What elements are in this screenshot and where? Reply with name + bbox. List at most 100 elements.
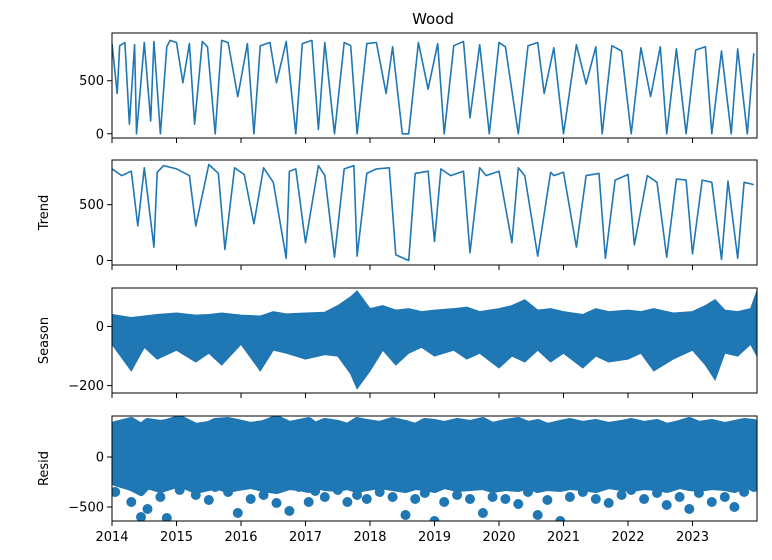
x-tick-label: 2016 — [224, 530, 257, 545]
resid-point — [739, 487, 750, 497]
resid-point — [258, 490, 269, 500]
season-y-label: Season — [37, 317, 52, 364]
resid-point — [577, 487, 588, 497]
resid-point — [310, 486, 321, 496]
resid-point — [693, 488, 704, 498]
resid-point — [112, 487, 121, 497]
x-tick-label: 2018 — [353, 530, 386, 545]
resid-point — [400, 510, 411, 520]
trend-line — [112, 163, 754, 262]
resid-point — [652, 488, 662, 498]
y-tick-label: 500 — [79, 198, 104, 213]
resid-point — [342, 497, 353, 507]
y-tick-label: −200 — [68, 379, 104, 394]
x-tick-label: 2017 — [289, 530, 322, 545]
resid-point — [142, 504, 153, 514]
resid-point — [155, 492, 166, 502]
resid-point — [410, 494, 421, 504]
resid-point — [564, 492, 575, 502]
resid-point — [684, 504, 695, 514]
x-tick-label: 2022 — [611, 530, 644, 545]
trend-y-ticks: 0 500 — [79, 198, 112, 269]
resid-point — [332, 485, 343, 495]
resid-point — [487, 492, 498, 502]
trend-y-label: Trend — [37, 195, 52, 232]
resid-y-ticks: −500 0 — [68, 451, 112, 516]
season-y-ticks: −200 0 — [68, 320, 112, 394]
resid-point — [532, 510, 543, 520]
resid-dense-cloud — [112, 416, 757, 496]
observed-y-ticks: 0 500 — [79, 74, 112, 142]
resid-point — [210, 482, 221, 492]
resid-point — [626, 485, 637, 495]
season-band — [112, 290, 757, 390]
resid-point — [748, 482, 757, 492]
resid-point — [590, 494, 601, 504]
resid-point — [719, 492, 730, 502]
resid-point — [419, 488, 430, 498]
resid-point — [190, 490, 201, 500]
resid-point — [661, 500, 672, 510]
resid-point — [245, 494, 256, 504]
resid-point — [374, 487, 385, 497]
y-tick-label: 0 — [96, 127, 104, 142]
resid-point — [542, 495, 553, 505]
resid-point — [706, 497, 717, 507]
resid-point — [729, 502, 740, 512]
panel-season: −200 0 Season — [37, 287, 758, 398]
y-tick-label: 0 — [96, 254, 104, 269]
resid-point — [361, 494, 372, 504]
resid-point — [387, 492, 398, 502]
resid-point — [203, 495, 214, 505]
resid-point — [465, 494, 475, 504]
resid-point — [500, 494, 511, 504]
resid-point — [616, 490, 627, 500]
season-x-ticks — [111, 393, 693, 398]
x-tick-label: 2014 — [95, 530, 128, 545]
resid-point — [319, 492, 330, 502]
observed-x-ticks — [111, 138, 693, 143]
resid-point — [439, 497, 450, 507]
resid-point — [513, 499, 524, 509]
x-tick-label: 2021 — [547, 530, 580, 545]
resid-point — [639, 494, 650, 504]
resid-point — [136, 512, 146, 521]
resid-y-label: Resid — [37, 451, 52, 486]
x-tick-label: 2023 — [676, 530, 709, 545]
y-tick-label: 500 — [79, 74, 104, 89]
resid-point — [477, 508, 488, 518]
y-tick-label: −500 — [68, 501, 104, 516]
y-tick-label: 0 — [96, 451, 104, 466]
resid-point — [126, 497, 137, 507]
resid-point — [603, 498, 614, 508]
resid-point — [271, 498, 282, 508]
resid-point — [161, 513, 172, 521]
observed-line — [112, 39, 755, 135]
resid-point — [429, 516, 440, 521]
panel-trend: 0 500 Trend — [37, 159, 758, 270]
figure-title: Wood — [412, 10, 454, 28]
resid-point — [303, 497, 314, 507]
x-tick-label: 2019 — [418, 530, 451, 545]
observed-series — [112, 39, 755, 135]
resid-point — [232, 508, 243, 518]
resid-point — [223, 487, 234, 497]
resid-point — [174, 485, 185, 495]
panel-observed: 0 500 — [79, 32, 758, 143]
season-series — [112, 290, 757, 390]
resid-series — [112, 416, 757, 521]
resid-point — [674, 492, 685, 502]
resid-x-ticks: 2014 2015 2016 2017 2018 2019 2020 2021 2022 2023 — [95, 521, 709, 545]
trend-series — [112, 163, 754, 262]
resid-point — [555, 516, 566, 521]
resid-point — [352, 490, 363, 500]
resid-point — [294, 482, 305, 492]
resid-point — [523, 487, 533, 497]
resid-point — [284, 506, 295, 516]
trend-x-ticks — [111, 265, 693, 270]
y-tick-label: 0 — [96, 320, 104, 335]
resid-point — [452, 490, 463, 500]
x-tick-label: 2020 — [482, 530, 515, 545]
